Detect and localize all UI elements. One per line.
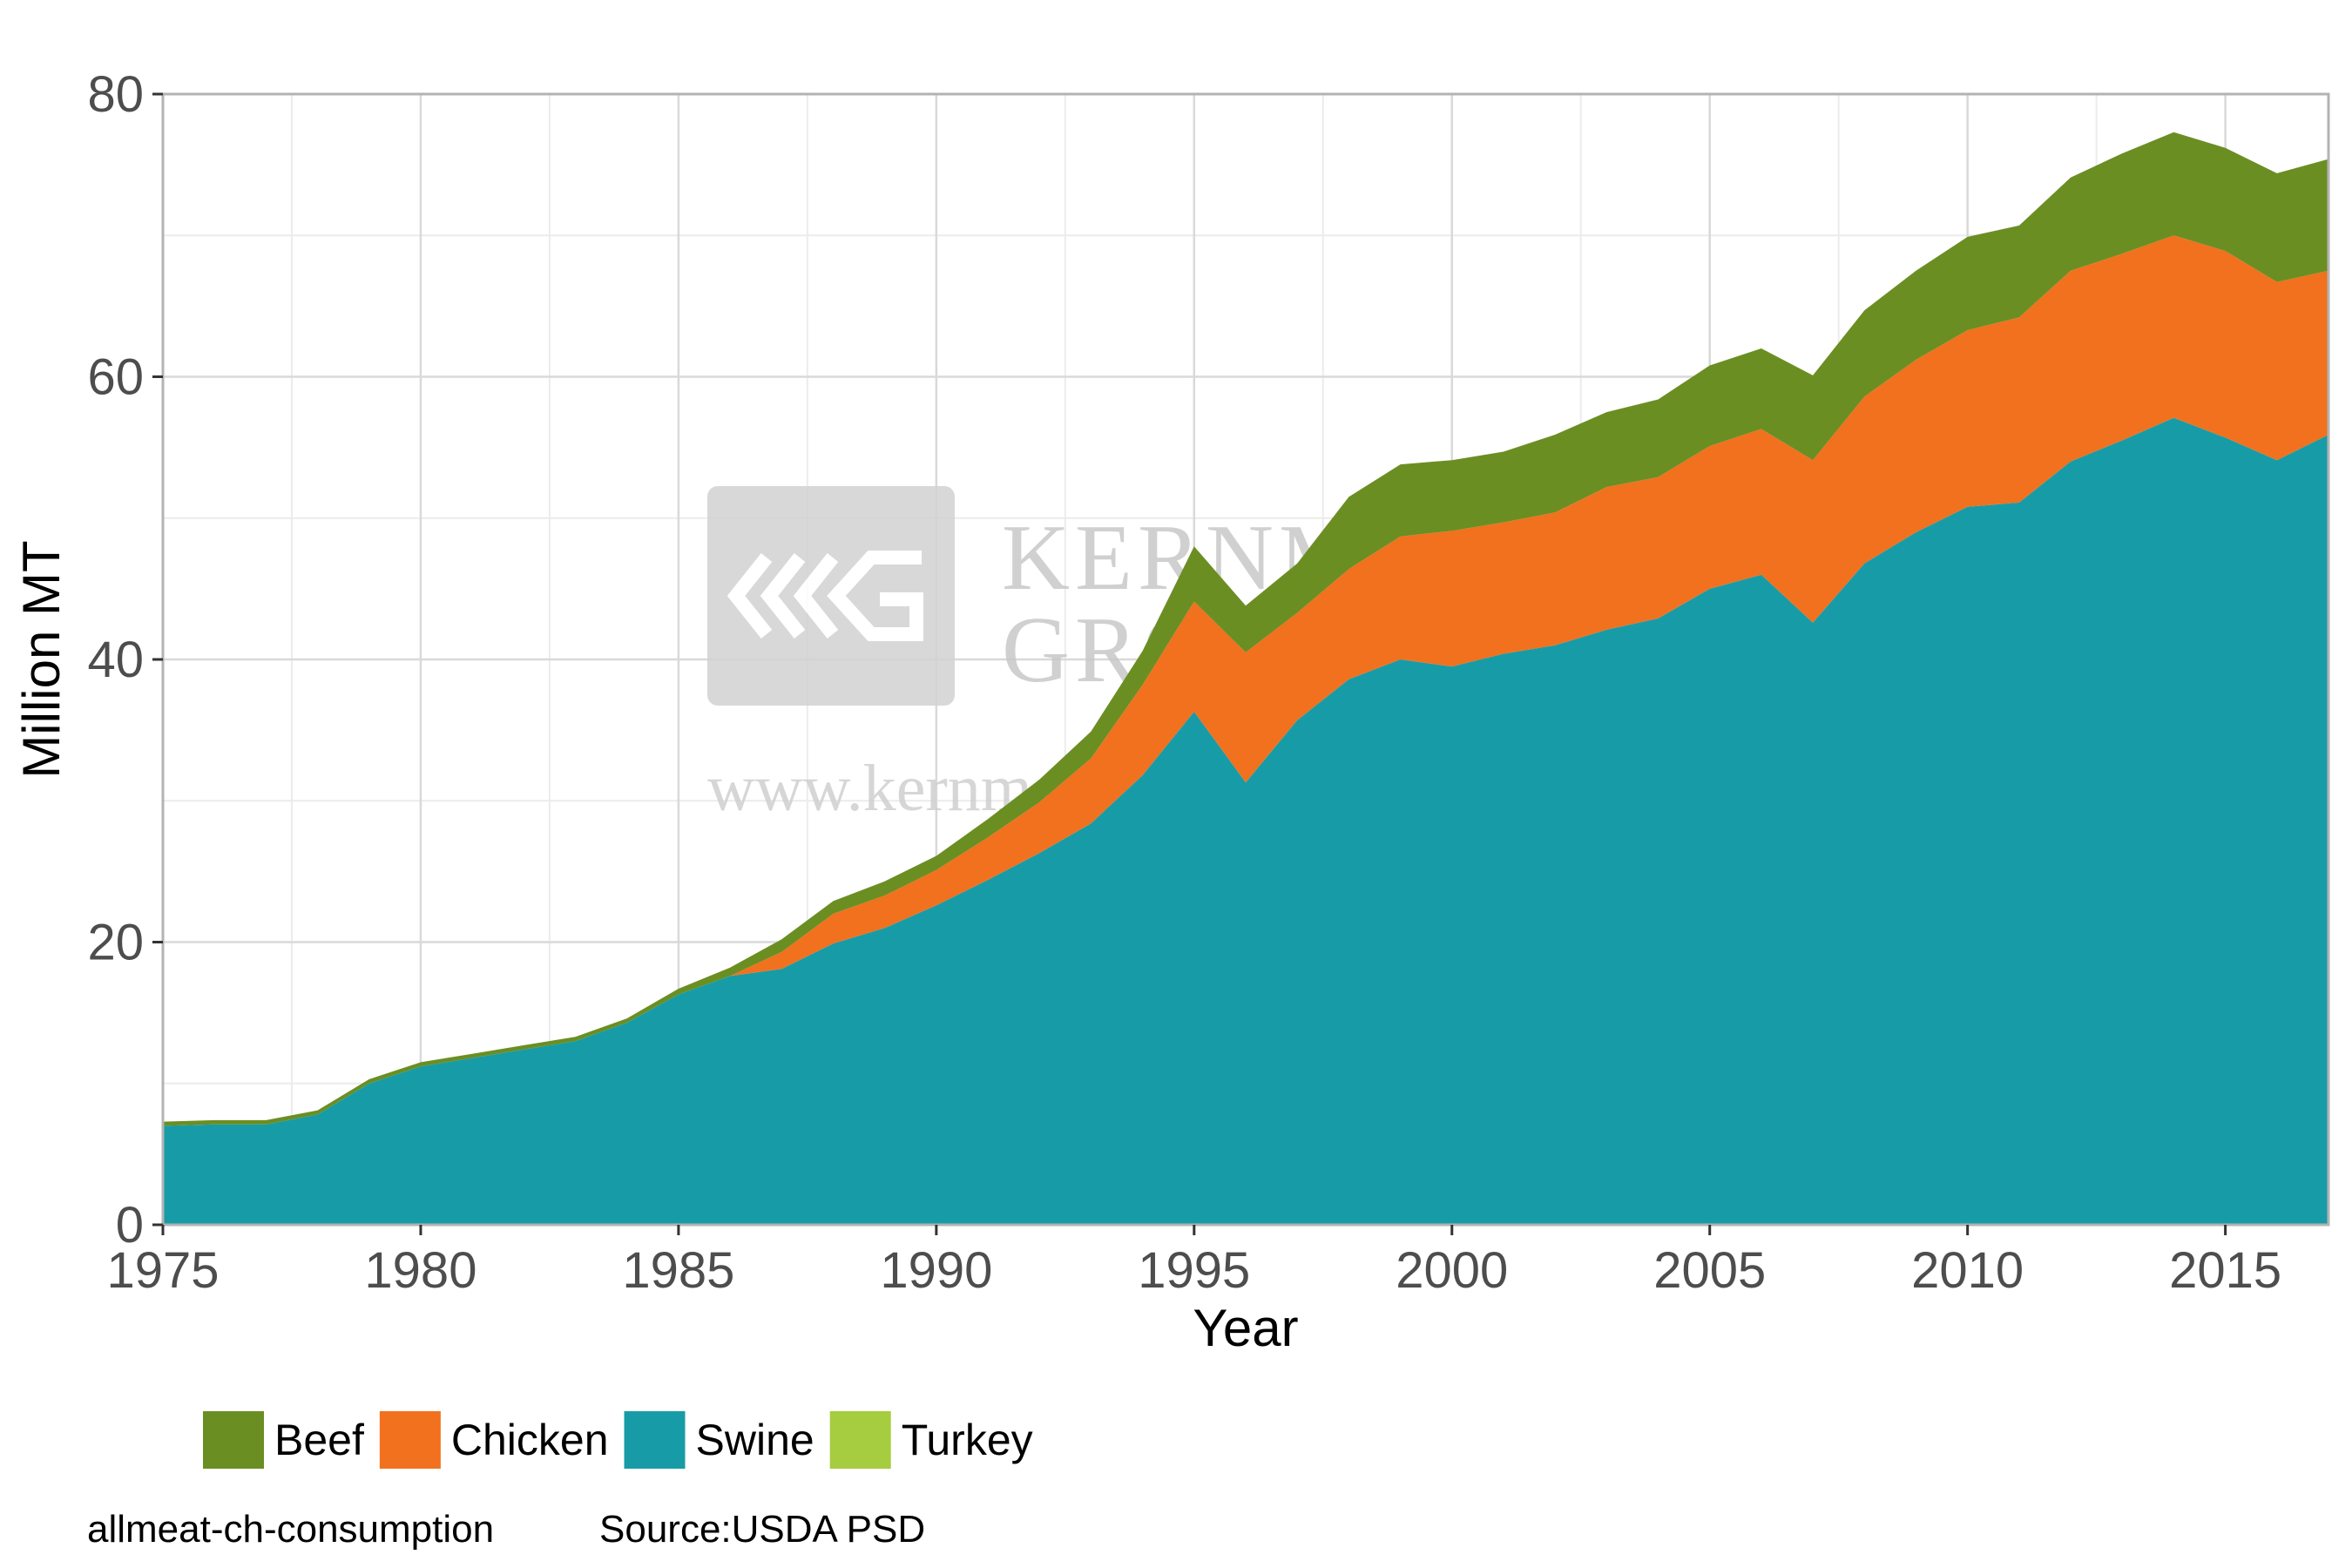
legend-label-beef: Beef bbox=[274, 1416, 364, 1464]
legend: Beef Chicken Swine Turkey bbox=[203, 1411, 1033, 1469]
area-beef bbox=[163, 132, 2328, 1126]
legend-label-turkey: Turkey bbox=[902, 1416, 1033, 1464]
legend-swatch-swine bbox=[624, 1411, 686, 1469]
legend-swatch-turkey bbox=[829, 1411, 891, 1469]
chart-id-caption: allmeat-ch-consumption bbox=[87, 1508, 494, 1551]
x-tick-label: 1975 bbox=[106, 1242, 219, 1299]
y-tick-label: 20 bbox=[87, 915, 144, 971]
legend-label-swine: Swine bbox=[696, 1416, 814, 1464]
x-tick-label: 2010 bbox=[1911, 1242, 2024, 1299]
area-chicken bbox=[163, 235, 2328, 1126]
x-tick-label: 2000 bbox=[1396, 1242, 1508, 1299]
x-axis-ticks: 1975 1980 1985 1990 1995 2000 2005 2010 2015 bbox=[106, 1225, 2281, 1299]
x-tick-label: 1985 bbox=[622, 1242, 734, 1299]
y-tick-label: 0 bbox=[116, 1197, 144, 1254]
area-swine bbox=[163, 417, 2328, 1226]
y-axis-ticks: 0 20 40 60 80 bbox=[87, 66, 163, 1254]
y-tick-label: 40 bbox=[87, 632, 144, 688]
y-axis-title: Million MT bbox=[12, 540, 71, 778]
legend-swatch-chicken bbox=[379, 1411, 441, 1469]
x-tick-label: 1990 bbox=[880, 1242, 992, 1299]
legend-swatch-beef bbox=[203, 1411, 264, 1469]
x-tick-label: 2015 bbox=[2169, 1242, 2281, 1299]
x-tick-label: 2005 bbox=[1653, 1242, 1766, 1299]
source-caption: Source:USDA PSD bbox=[599, 1508, 925, 1551]
y-tick-label: 60 bbox=[87, 349, 144, 406]
y-tick-label: 80 bbox=[87, 66, 144, 123]
x-tick-label: 1980 bbox=[364, 1242, 476, 1299]
watermark-logo-icon bbox=[727, 551, 923, 641]
legend-label-chicken: Chicken bbox=[451, 1416, 609, 1464]
area-series bbox=[163, 132, 2328, 1226]
x-tick-label: 1995 bbox=[1138, 1242, 1250, 1299]
x-axis-title: Year bbox=[1193, 1299, 1298, 1357]
